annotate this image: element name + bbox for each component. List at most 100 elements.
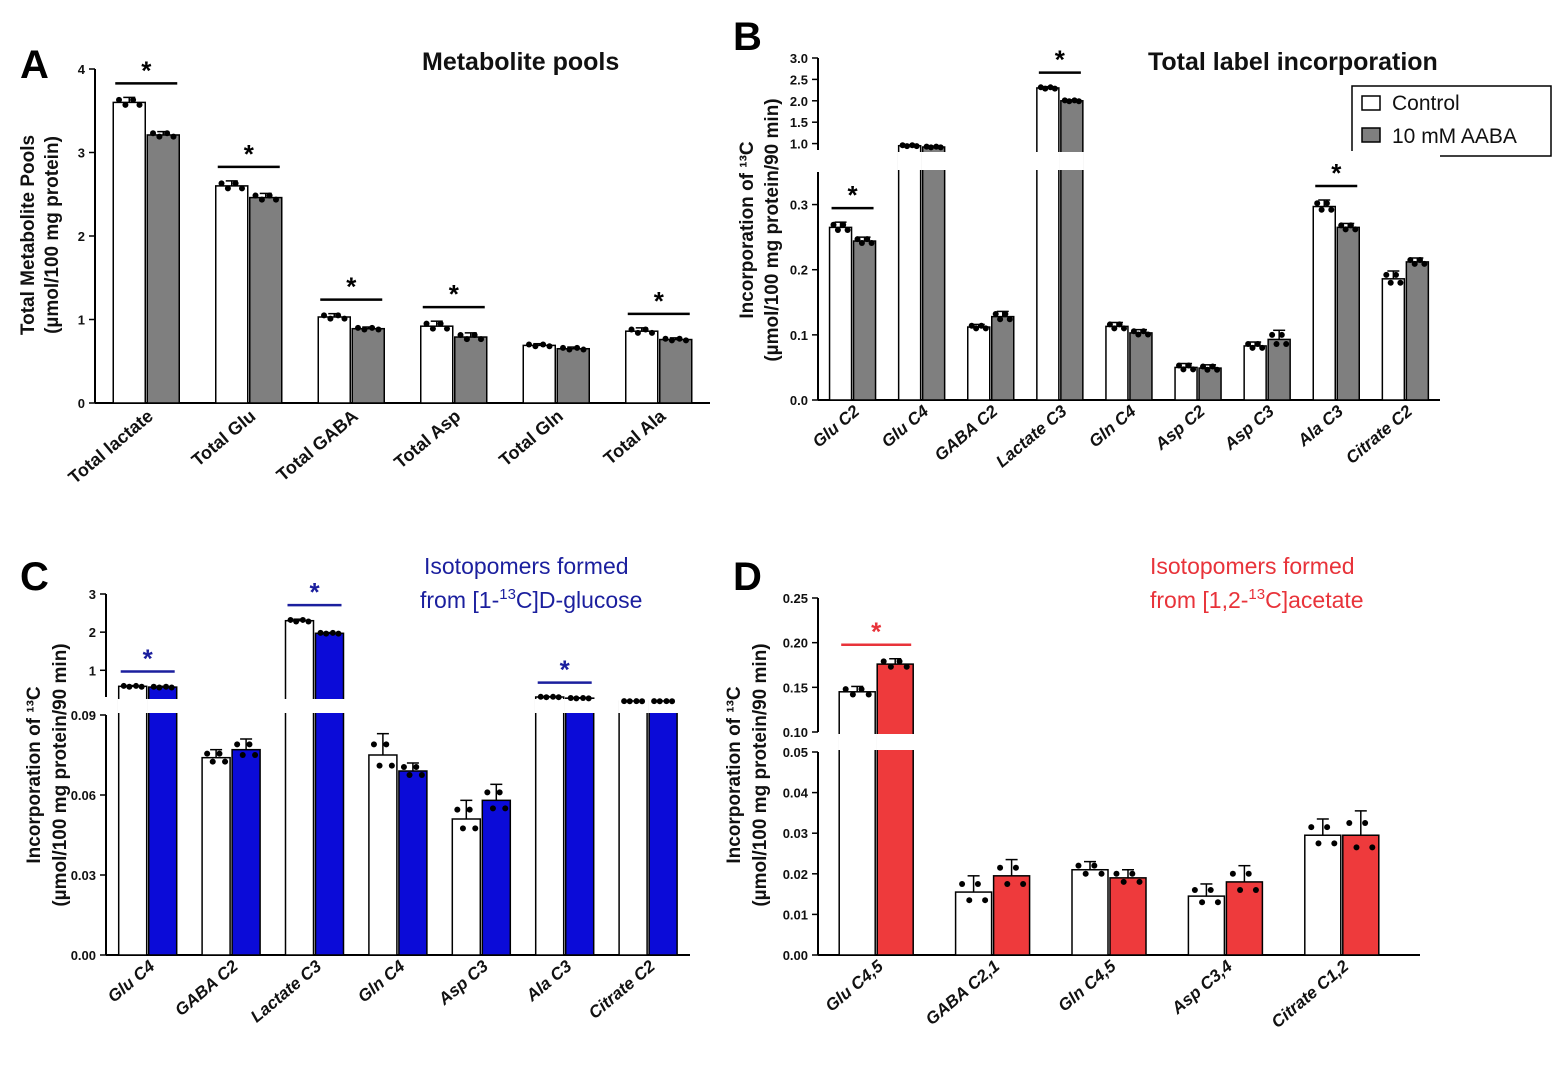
data-point [1066, 98, 1073, 105]
panel-c-subtitle-sup: 13 [499, 586, 516, 603]
data-point [1383, 271, 1390, 278]
data-point [992, 311, 999, 318]
data-point [633, 698, 640, 705]
data-point [116, 96, 123, 103]
bar-control [625, 330, 659, 404]
data-point [423, 320, 430, 327]
legend-label-control: Control [1392, 92, 1460, 115]
bar-treatment [992, 875, 1031, 956]
data-point [896, 658, 903, 665]
bar-control [618, 700, 648, 956]
data-point [164, 130, 171, 137]
data-point [224, 185, 231, 192]
y-tick-label: 0.20 [783, 636, 808, 651]
legend-swatch-control [1361, 95, 1381, 111]
data-point [849, 691, 856, 698]
panel-c-plot: 0.00 0.03 0.06 0.09 1 2 3 Glu C4 * GABA C2 Lactate… [71, 577, 690, 1026]
data-point [136, 101, 143, 108]
data-point [997, 864, 1004, 871]
data-point [246, 741, 253, 748]
data-point [238, 185, 245, 192]
data-point [1144, 331, 1151, 338]
data-point [335, 630, 342, 637]
data-point [150, 130, 157, 137]
y-tick-label: 3 [89, 587, 96, 602]
x-category-label: Total Ala [600, 405, 670, 469]
data-point [1191, 887, 1198, 894]
significance-star: * [449, 279, 460, 309]
panel-c-ylabel: Incorporation of ¹³C (µmol/100 mg protei… [24, 643, 71, 906]
significance-star: * [141, 55, 152, 85]
data-point [840, 221, 847, 228]
data-point [496, 789, 503, 796]
data-point [232, 180, 239, 187]
data-point [1140, 328, 1147, 335]
y-tick-label: 0.00 [783, 948, 808, 963]
x-category-label: Asp C3,4 [1167, 956, 1236, 1018]
data-point [1318, 206, 1325, 213]
data-point [1075, 862, 1082, 869]
x-category-label: Gln C4 [354, 956, 409, 1006]
data-point [150, 683, 157, 690]
panel-d-ylabel-line2: (µmol/100 mg protein/90 min) [750, 643, 771, 906]
x-category-label: Total lactate [65, 406, 157, 488]
y-tick-label: 2.0 [790, 94, 808, 109]
data-point [1338, 222, 1345, 229]
data-point [1006, 316, 1013, 323]
bar-treatment [249, 196, 283, 404]
data-point [880, 658, 887, 665]
data-point [156, 133, 163, 140]
bar-treatment [648, 700, 678, 956]
data-point [937, 144, 944, 151]
data-point [1214, 899, 1221, 906]
x-category-label: Citrate C2 [1342, 401, 1416, 468]
panel-d-plot: 0.00 0.01 0.02 0.03 0.04 0.05 0.10 0.15 0.20 0.25… [783, 591, 1420, 1032]
data-point [170, 133, 177, 140]
data-point [634, 329, 641, 336]
data-point [928, 144, 935, 151]
data-point [299, 616, 306, 623]
data-point [1324, 824, 1331, 831]
data-point [252, 752, 259, 758]
data-point [974, 880, 981, 887]
data-point [868, 240, 875, 247]
y-tick-label: 1 [89, 663, 96, 678]
axis-break-gap [810, 151, 1440, 171]
bar-treatment [454, 336, 488, 404]
significance-star: * [143, 644, 154, 674]
data-point [457, 331, 464, 338]
data-point [1342, 226, 1349, 233]
y-tick-label: 0.03 [783, 826, 808, 841]
data-point [443, 325, 450, 332]
data-point [133, 682, 140, 689]
axis-break-gap [810, 733, 1420, 751]
data-point [560, 344, 567, 351]
data-point [1135, 331, 1142, 338]
bar-break-gap [534, 699, 565, 713]
x-category-label: Total Asp [390, 406, 464, 473]
bar-control [317, 316, 351, 404]
legend-box [1351, 85, 1552, 157]
bar-control [420, 325, 454, 404]
data-point [1113, 870, 1120, 877]
y-tick-label: 2.5 [790, 72, 808, 87]
data-point [383, 741, 390, 748]
data-point [234, 741, 241, 748]
data-point [1331, 840, 1338, 847]
data-point [1082, 870, 1089, 877]
data-point [266, 192, 273, 199]
y-tick-label: 0.0 [790, 393, 808, 408]
data-point [1259, 344, 1266, 351]
bar-treatment [556, 347, 590, 404]
y-tick-label: 3 [78, 146, 85, 161]
y-tick-label: 3.0 [790, 51, 808, 66]
x-category-label: Glu C4 [878, 401, 933, 451]
data-point [293, 618, 300, 625]
data-point [454, 806, 461, 813]
data-point [1252, 887, 1259, 894]
data-point [966, 897, 973, 904]
data-point [209, 758, 216, 765]
panel-letter-b: B [733, 15, 762, 59]
data-point [327, 315, 334, 322]
y-tick-label: 1.5 [790, 115, 808, 130]
